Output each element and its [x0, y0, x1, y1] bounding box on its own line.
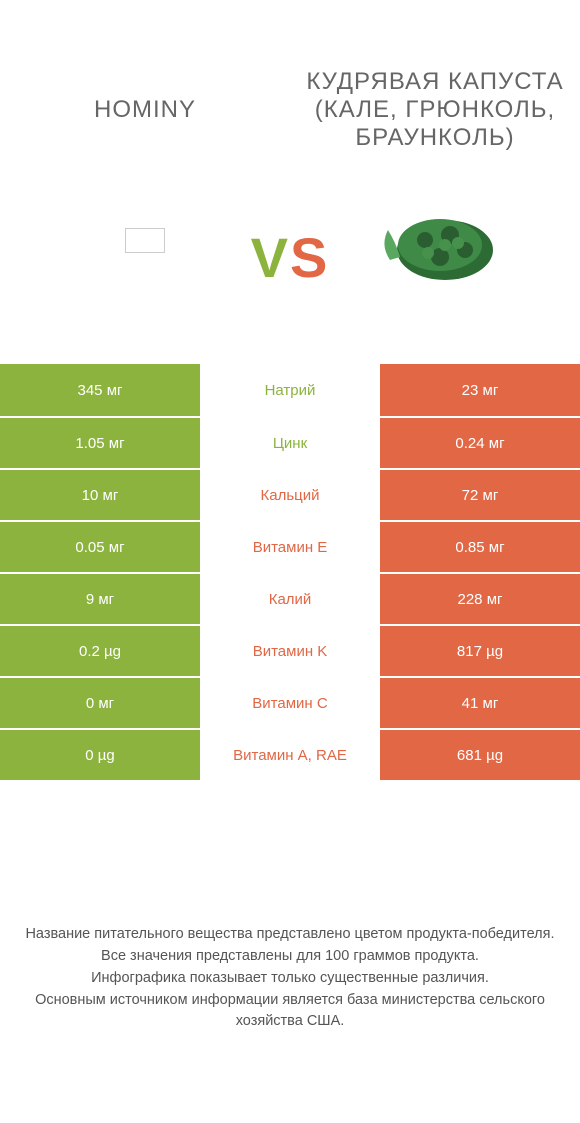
- nutrient-label-cell: Витамин E: [200, 522, 380, 572]
- footnote: Название питательного вещества представл…: [0, 924, 580, 1033]
- table-row: 0 мгВитамин C41 мг: [0, 676, 580, 728]
- left-value-cell: 1.05 мг: [0, 418, 200, 468]
- nutrient-table: 345 мгНатрий23 мг1.05 мгЦинк0.24 мг10 мг…: [0, 364, 580, 780]
- right-value-cell: 41 мг: [380, 678, 580, 728]
- table-row: 0.05 мгВитамин E0.85 мг: [0, 520, 580, 572]
- left-value-cell: 0.2 µg: [0, 626, 200, 676]
- left-value-cell: 0 мг: [0, 678, 200, 728]
- hominy-placeholder-icon: [125, 228, 165, 253]
- right-value-cell: 23 мг: [380, 364, 580, 416]
- nutrient-label-cell: Натрий: [200, 364, 380, 416]
- nutrient-label-cell: Витамин C: [200, 678, 380, 728]
- table-row: 9 мгКалий228 мг: [0, 572, 580, 624]
- footnote-line: Все значения представлены для 100 граммо…: [20, 946, 560, 968]
- footnote-line: Название питательного вещества представл…: [20, 924, 560, 946]
- right-value-cell: 228 мг: [380, 574, 580, 624]
- left-value-cell: 0 µg: [0, 730, 200, 780]
- left-product-title: HOMINY: [84, 40, 206, 180]
- left-value-cell: 9 мг: [0, 574, 200, 624]
- left-product-column: HOMINY: [0, 0, 290, 340]
- right-value-cell: 817 µg: [380, 626, 580, 676]
- nutrient-label-cell: Витамин A, RAE: [200, 730, 380, 780]
- header: HOMINY КУДРЯВАЯ КАПУСТА (КАЛЕ, ГРЮНКОЛЬ,…: [0, 0, 580, 340]
- right-product-title: КУДРЯВАЯ КАПУСТА (КАЛЕ, ГРЮНКОЛЬ, БРАУНК…: [290, 40, 580, 180]
- footnote-line: Инфографика показывает только существенн…: [20, 968, 560, 990]
- right-value-cell: 681 µg: [380, 730, 580, 780]
- vs-badge: VS: [251, 230, 330, 286]
- right-product-image: [370, 190, 500, 290]
- vs-v-letter: V: [251, 226, 290, 289]
- left-value-cell: 0.05 мг: [0, 522, 200, 572]
- vs-s-letter: S: [290, 226, 329, 289]
- left-product-image: [125, 190, 165, 290]
- left-value-cell: 345 мг: [0, 364, 200, 416]
- kale-icon: [370, 195, 500, 285]
- table-row: 0.2 µgВитамин K817 µg: [0, 624, 580, 676]
- right-product-column: КУДРЯВАЯ КАПУСТА (КАЛЕ, ГРЮНКОЛЬ, БРАУНК…: [290, 0, 580, 340]
- nutrient-label-cell: Калий: [200, 574, 380, 624]
- nutrient-label-cell: Цинк: [200, 418, 380, 468]
- table-row: 1.05 мгЦинк0.24 мг: [0, 416, 580, 468]
- nutrient-label-cell: Витамин K: [200, 626, 380, 676]
- footnote-line: Основным источником информации является …: [20, 990, 560, 1034]
- table-row: 345 мгНатрий23 мг: [0, 364, 580, 416]
- right-value-cell: 0.24 мг: [380, 418, 580, 468]
- right-value-cell: 0.85 мг: [380, 522, 580, 572]
- table-row: 0 µgВитамин A, RAE681 µg: [0, 728, 580, 780]
- table-row: 10 мгКальций72 мг: [0, 468, 580, 520]
- left-value-cell: 10 мг: [0, 470, 200, 520]
- right-value-cell: 72 мг: [380, 470, 580, 520]
- nutrient-label-cell: Кальций: [200, 470, 380, 520]
